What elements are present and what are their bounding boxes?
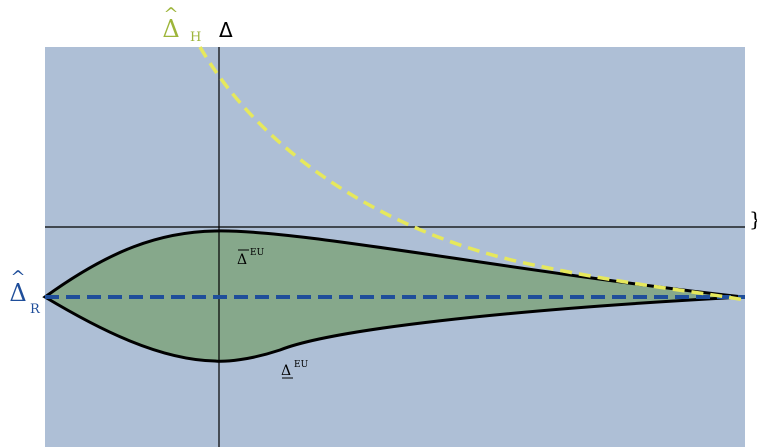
vertical-axis-label: Δ bbox=[219, 18, 233, 42]
upper-bound-symbol: Δ bbox=[237, 252, 247, 268]
delta-h-label: ^ Δ H bbox=[162, 4, 201, 45]
upper-bound-superscript: EU bbox=[250, 248, 265, 258]
lower-bound-label: Δ EU bbox=[281, 360, 309, 379]
lower-bound-symbol: Δ bbox=[281, 363, 291, 379]
delta-r-label: ^ Δ R bbox=[9, 267, 41, 317]
lower-bound-superscript: EU bbox=[294, 360, 309, 370]
delta-h-symbol: Δ bbox=[162, 15, 179, 43]
delta-h-accent: ^ bbox=[163, 4, 178, 25]
delta-r-subscript: R bbox=[30, 302, 41, 317]
delta-h-curve bbox=[198, 46, 746, 302]
delta-r-accent: ^ bbox=[10, 267, 25, 288]
horizontal-axis-end-glyph: } bbox=[749, 207, 757, 231]
upper-bound-label: Δ EU bbox=[237, 248, 265, 268]
delta-h-subscript: H bbox=[190, 30, 201, 45]
delta-r-symbol: Δ bbox=[9, 279, 26, 307]
